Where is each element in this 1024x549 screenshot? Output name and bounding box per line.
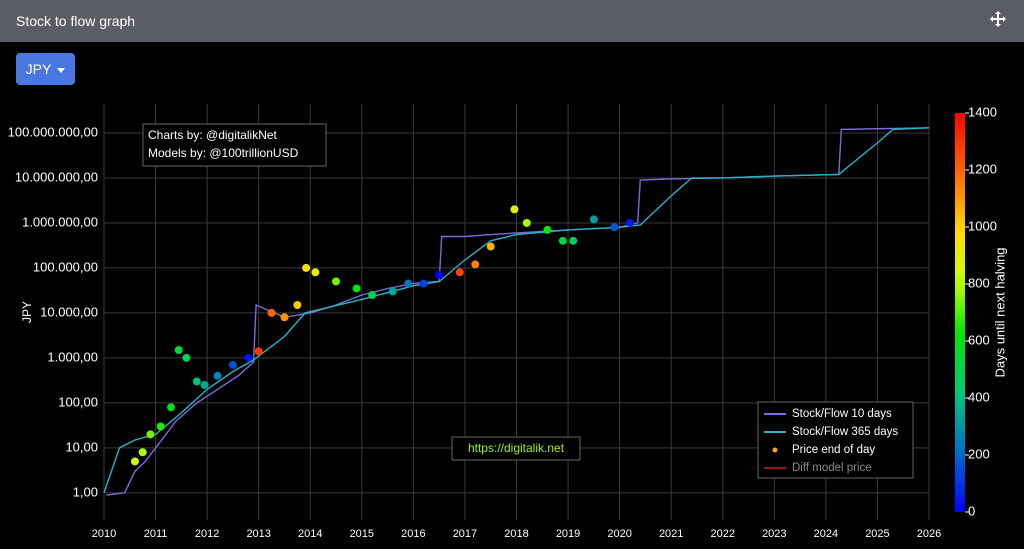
price-point — [368, 291, 377, 300]
price-point — [404, 279, 413, 288]
annotation-box — [451, 436, 581, 461]
x-tick-label: 2024 — [814, 528, 838, 540]
price-point — [146, 430, 155, 439]
x-tick-label: 2013 — [246, 528, 270, 540]
y-tick-label: 10.000.000,00 — [15, 169, 98, 184]
y-tick-label: 1.000.000,00 — [22, 214, 98, 229]
price-point — [174, 346, 183, 355]
colorbar-tick-label: 200 — [968, 446, 990, 461]
y-tick-label: 10,00 — [65, 439, 98, 454]
y-tick-label: 100,00 — [58, 394, 98, 409]
x-tick-label: 2023 — [762, 528, 786, 540]
currency-dropdown[interactable]: JPY — [16, 53, 75, 85]
price-point — [182, 353, 191, 362]
price-point — [543, 225, 552, 234]
price-point — [254, 347, 263, 356]
x-tick-label: 2015 — [350, 528, 374, 540]
x-tick-label: 2019 — [556, 528, 580, 540]
y-axis-label: JPY — [20, 301, 34, 323]
price-point — [558, 236, 567, 245]
price-point — [332, 277, 341, 286]
y-tick-label: 10.000,00 — [40, 304, 98, 319]
move-icon[interactable] — [990, 11, 1006, 27]
x-tick-label: 2026 — [917, 528, 941, 540]
y-tick-label: 1,00 — [73, 484, 98, 499]
colorbar-tick-label: 0 — [968, 503, 975, 518]
x-tick-label: 2014 — [298, 528, 322, 540]
price-point — [311, 268, 320, 277]
price-point — [244, 353, 253, 362]
panel-title: Stock to flow graph — [16, 13, 136, 29]
price-point — [589, 215, 598, 224]
annotation: Charts by: @digitalikNet — [148, 128, 278, 142]
price-point — [167, 403, 176, 412]
colorbar-title: Days until next halving — [992, 247, 1007, 377]
price-point — [471, 260, 480, 269]
price-point — [192, 377, 201, 386]
legend-label: Diff model price — [792, 462, 872, 474]
legend-label: Stock/Flow 365 days — [792, 426, 898, 438]
x-tick-label: 2025 — [865, 528, 889, 540]
price-point — [228, 360, 237, 369]
price-point — [138, 448, 147, 457]
colorbar-tick-label: 400 — [968, 389, 990, 404]
price-point — [388, 287, 397, 296]
x-tick-label: 2010 — [92, 528, 116, 540]
x-tick-label: 2011 — [144, 528, 168, 540]
colorbar-tick-label: 1000 — [968, 218, 997, 233]
price-point — [130, 457, 139, 466]
price-point — [293, 301, 302, 310]
annotation: https://digitalik.net — [468, 441, 565, 455]
annotation: Models by: @100trillionUSD — [148, 146, 299, 160]
price-point — [280, 313, 289, 322]
price-point — [302, 263, 311, 272]
y-tick-label: 100.000.000,00 — [8, 124, 98, 139]
x-tick-label: 2017 — [453, 528, 477, 540]
price-point — [419, 279, 428, 288]
colorbar-tick-label: 800 — [968, 275, 990, 290]
panel-header: Stock to flow graph — [0, 0, 1024, 42]
x-tick-label: 2018 — [504, 528, 528, 540]
x-tick-label: 2022 — [711, 528, 735, 540]
price-point — [510, 205, 519, 214]
price-point — [352, 284, 361, 293]
price-point — [156, 422, 165, 431]
series-line — [103, 127, 930, 494]
price-point — [435, 270, 444, 279]
x-tick-label: 2021 — [659, 528, 683, 540]
price-point — [625, 218, 634, 227]
price-point — [267, 308, 276, 317]
colorbar-tick-label: 600 — [968, 332, 990, 347]
price-point — [569, 236, 578, 245]
price-point — [486, 242, 495, 251]
x-tick-label: 2012 — [195, 528, 219, 540]
legend-label: Price end of day — [792, 444, 875, 456]
series-line — [106, 127, 930, 496]
x-tick-label: 2016 — [401, 528, 425, 540]
price-point — [610, 223, 619, 232]
colorbar-tick-label: 1400 — [968, 104, 997, 119]
price-point — [200, 381, 209, 390]
price-point — [455, 268, 464, 277]
currency-label: JPY — [25, 61, 52, 77]
price-point — [213, 371, 222, 380]
annotation-box — [142, 123, 327, 167]
colorbar-tick-label: 1200 — [968, 161, 997, 176]
y-tick-label: 100.000,00 — [33, 259, 98, 274]
legend-label: Stock/Flow 10 days — [792, 408, 892, 420]
legend-swatch — [772, 447, 778, 453]
price-point — [522, 218, 531, 227]
x-tick-label: 2020 — [607, 528, 631, 540]
colorbar — [955, 113, 965, 512]
y-tick-label: 1.000,00 — [47, 349, 98, 364]
